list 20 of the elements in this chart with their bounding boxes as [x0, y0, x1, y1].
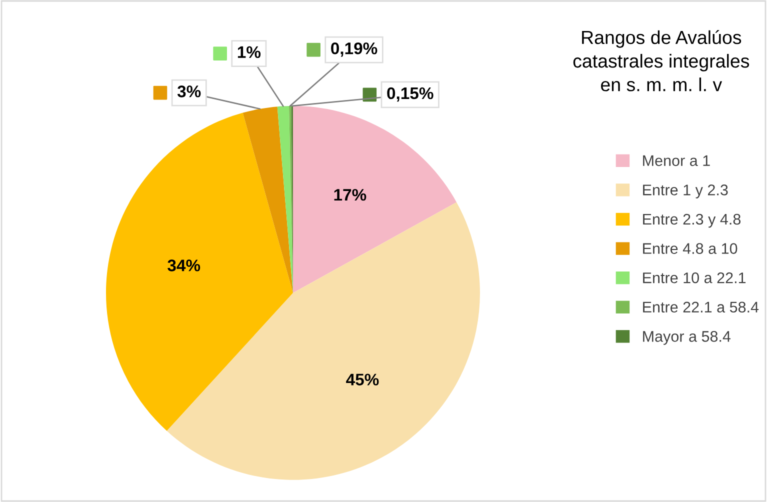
data-label: 45% [346, 374, 379, 386]
legend-title: Rangos de Avalúos catastrales integrales en s. m. m. l. v [573, 30, 750, 92]
data-label: 0,15% [387, 87, 434, 102]
pie-slice [106, 112, 293, 431]
pie-slice [166, 202, 480, 480]
legend-label: Entre 2.3 y 4.8 [643, 214, 741, 228]
data-label: 34% [168, 260, 200, 272]
data-label: 0,19% [331, 42, 378, 57]
data-label: 17% [334, 188, 366, 201]
legend-label: Entre 22.1 a 58.4 [643, 302, 759, 313]
pie-slice [277, 106, 293, 293]
pie-slice [292, 106, 457, 293]
legend-label: Entre 10 a 22.1 [643, 272, 746, 284]
legend-label: Mayor a 58.4 [643, 331, 731, 345]
pie-slice [242, 106, 293, 293]
legend-label: Menor a 1 [643, 155, 710, 166]
legend-label: Entre 4.8 a 10 [643, 243, 738, 254]
data-label: 1% [238, 46, 261, 58]
data-label: 3% [177, 86, 201, 98]
legend-label: Entre 1 y 2.3 [643, 184, 728, 198]
